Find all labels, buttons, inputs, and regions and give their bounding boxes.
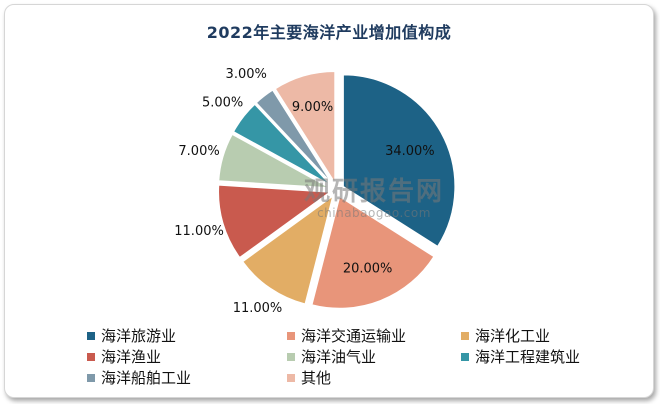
legend-label: 海洋船舶工业 <box>101 369 192 387</box>
legend-swatch <box>287 332 295 340</box>
legend-label: 海洋工程建筑业 <box>475 348 581 366</box>
legend-swatch <box>87 374 95 382</box>
slice-label: 11.00% <box>233 301 283 316</box>
legend-swatch <box>287 353 295 361</box>
pie-slice <box>310 195 436 310</box>
legend-item: 海洋旅游业 <box>87 327 287 345</box>
legend-label: 海洋油气业 <box>301 348 377 366</box>
slice-label: 20.00% <box>343 261 393 276</box>
pie-slice <box>254 88 334 185</box>
slice-label: 34.00% <box>385 144 435 159</box>
chart-title: 2022年主要海洋产业增加值构成 <box>206 23 452 42</box>
legend-swatch <box>287 374 295 382</box>
legend-swatch <box>87 332 95 340</box>
chart-frame: 2022年主要海洋产业增加值构成 34.00% 20.00% 11.00% 11.00… <box>4 4 654 398</box>
legend-item: 海洋交通运输业 <box>287 327 461 345</box>
pie-slice <box>217 133 331 189</box>
legend-item: 其他 <box>287 369 461 387</box>
legend-label: 其他 <box>301 369 332 387</box>
pie-chart: 34.00% 20.00% 11.00% 11.00% 7.00% 5.00% 3.00% 9… <box>174 67 456 316</box>
legend-item: 海洋工程建筑业 <box>461 348 611 366</box>
legend-swatch <box>461 353 469 361</box>
legend-label: 海洋渔业 <box>101 348 162 366</box>
legend-label: 海洋化工业 <box>475 327 551 345</box>
pie-slice <box>232 103 333 187</box>
legend-label: 海洋交通运输业 <box>301 327 407 345</box>
legend-swatch <box>87 353 95 361</box>
slice-label: 7.00% <box>178 144 219 159</box>
pie-slice <box>342 73 456 248</box>
legend-swatch <box>461 332 469 340</box>
slice-label: 9.00% <box>292 100 333 115</box>
legend-item: 海洋船舶工业 <box>87 369 287 387</box>
legend-item: 海洋油气业 <box>287 348 461 366</box>
slice-label: 11.00% <box>174 224 224 239</box>
pie-slice <box>217 184 333 259</box>
legend-item: 海洋化工业 <box>461 327 611 345</box>
legend-item: 海洋渔业 <box>87 348 287 366</box>
legend: 海洋旅游业 海洋交通运输业 海洋化工业海洋渔业 海洋油气业 海洋工程建筑业海洋船舶工业 其… <box>87 327 607 387</box>
slice-label: 5.00% <box>202 95 243 110</box>
pie-slice <box>273 70 336 186</box>
pie-slice <box>241 193 335 306</box>
slice-label: 3.00% <box>226 67 267 82</box>
legend-label: 海洋旅游业 <box>101 327 177 345</box>
